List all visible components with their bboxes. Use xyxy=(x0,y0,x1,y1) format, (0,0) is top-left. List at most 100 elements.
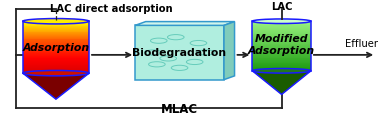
Polygon shape xyxy=(23,24,89,25)
Polygon shape xyxy=(253,55,311,56)
Polygon shape xyxy=(23,48,89,49)
Polygon shape xyxy=(23,73,89,99)
Polygon shape xyxy=(253,60,311,61)
Polygon shape xyxy=(23,62,89,63)
Polygon shape xyxy=(23,28,89,29)
Polygon shape xyxy=(23,52,89,53)
Polygon shape xyxy=(23,53,89,54)
Polygon shape xyxy=(253,36,311,37)
Polygon shape xyxy=(23,49,89,50)
Polygon shape xyxy=(135,22,234,25)
Polygon shape xyxy=(23,25,89,26)
Polygon shape xyxy=(23,63,89,64)
Polygon shape xyxy=(23,67,89,68)
Polygon shape xyxy=(253,31,311,32)
Text: MLAC: MLAC xyxy=(161,103,198,116)
Polygon shape xyxy=(253,34,311,35)
Polygon shape xyxy=(23,59,89,60)
Polygon shape xyxy=(23,34,89,35)
Polygon shape xyxy=(23,44,89,45)
Polygon shape xyxy=(253,48,311,49)
Polygon shape xyxy=(23,33,89,34)
Text: Adsorption: Adsorption xyxy=(22,43,90,53)
Polygon shape xyxy=(253,63,311,64)
Polygon shape xyxy=(23,31,89,32)
Polygon shape xyxy=(23,38,89,39)
Polygon shape xyxy=(23,69,89,70)
Polygon shape xyxy=(23,57,89,58)
Polygon shape xyxy=(23,71,89,72)
Polygon shape xyxy=(253,33,311,34)
Text: Modified
Adsorption: Modified Adsorption xyxy=(248,34,315,56)
Polygon shape xyxy=(23,23,89,24)
Polygon shape xyxy=(23,42,89,43)
Polygon shape xyxy=(23,29,89,30)
Polygon shape xyxy=(253,40,311,41)
Polygon shape xyxy=(253,35,311,36)
Polygon shape xyxy=(23,41,89,42)
Polygon shape xyxy=(23,61,89,62)
Ellipse shape xyxy=(253,19,311,23)
Polygon shape xyxy=(253,24,311,25)
Polygon shape xyxy=(23,26,89,27)
Polygon shape xyxy=(23,30,89,31)
Polygon shape xyxy=(253,37,311,38)
Polygon shape xyxy=(253,58,311,59)
Polygon shape xyxy=(253,45,311,46)
Text: LAC direct adsorption: LAC direct adsorption xyxy=(50,4,173,14)
Polygon shape xyxy=(23,32,89,33)
Polygon shape xyxy=(253,62,311,63)
Polygon shape xyxy=(253,38,311,39)
Polygon shape xyxy=(23,46,89,47)
Polygon shape xyxy=(253,22,311,23)
Polygon shape xyxy=(253,29,311,30)
Polygon shape xyxy=(23,64,89,65)
Polygon shape xyxy=(23,37,89,38)
Polygon shape xyxy=(253,64,311,65)
Polygon shape xyxy=(253,68,311,69)
Polygon shape xyxy=(253,44,311,45)
Polygon shape xyxy=(23,43,89,44)
Polygon shape xyxy=(253,27,311,28)
Polygon shape xyxy=(253,59,311,60)
Text: LAC: LAC xyxy=(271,2,292,12)
Polygon shape xyxy=(253,39,311,40)
Polygon shape xyxy=(253,28,311,29)
Polygon shape xyxy=(23,40,89,41)
Polygon shape xyxy=(23,35,89,36)
Polygon shape xyxy=(253,23,311,24)
Polygon shape xyxy=(23,47,89,48)
Polygon shape xyxy=(23,68,89,69)
Polygon shape xyxy=(253,54,311,55)
Polygon shape xyxy=(23,39,89,40)
Polygon shape xyxy=(253,42,311,43)
Bar xyxy=(135,25,224,80)
Polygon shape xyxy=(23,45,89,46)
Polygon shape xyxy=(23,36,89,37)
Polygon shape xyxy=(23,72,89,73)
Polygon shape xyxy=(253,49,311,50)
Polygon shape xyxy=(253,26,311,27)
Text: Biodegradation: Biodegradation xyxy=(132,48,227,57)
Polygon shape xyxy=(253,21,311,22)
Ellipse shape xyxy=(23,70,89,76)
Polygon shape xyxy=(253,53,311,54)
Polygon shape xyxy=(253,71,311,94)
Polygon shape xyxy=(253,30,311,31)
Polygon shape xyxy=(253,69,311,70)
Polygon shape xyxy=(23,70,89,71)
Polygon shape xyxy=(23,65,89,66)
Polygon shape xyxy=(253,43,311,44)
Polygon shape xyxy=(23,22,89,23)
Polygon shape xyxy=(253,47,311,48)
Polygon shape xyxy=(253,41,311,42)
Polygon shape xyxy=(253,32,311,33)
Polygon shape xyxy=(23,54,89,55)
Polygon shape xyxy=(253,65,311,66)
Polygon shape xyxy=(23,27,89,28)
Polygon shape xyxy=(253,52,311,53)
Polygon shape xyxy=(253,46,311,47)
Polygon shape xyxy=(253,57,311,58)
Polygon shape xyxy=(224,22,234,80)
Polygon shape xyxy=(253,67,311,68)
